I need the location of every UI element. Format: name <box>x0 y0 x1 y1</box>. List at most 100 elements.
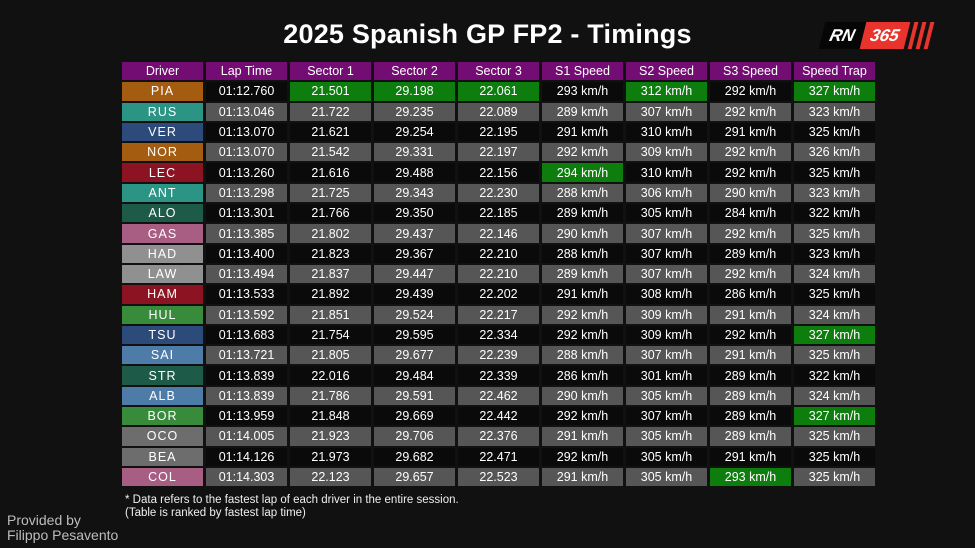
data-cell: 22.146 <box>458 224 539 243</box>
data-cell: 01:13.301 <box>206 204 287 223</box>
table-row: TSU 01:13.683 21.754 29.595 22.334 292 km/h 30… <box>122 325 875 345</box>
data-cell: 29.439 <box>374 285 455 304</box>
data-cell: 309 km/h <box>626 305 707 324</box>
data-cell: 01:13.260 <box>206 163 287 182</box>
data-cell: 22.376 <box>458 427 539 446</box>
data-cell: 21.501 <box>290 82 371 101</box>
data-cell: 305 km/h <box>626 467 707 487</box>
data-cell: 01:13.070 <box>206 122 287 142</box>
data-cell: 29.235 <box>374 102 455 121</box>
data-cell: 309 km/h <box>626 325 707 345</box>
data-cell: 22.339 <box>458 366 539 385</box>
table-row: ANT 01:13.298 21.725 29.343 22.230 288 km/h 30… <box>122 183 875 203</box>
data-cell: 325 km/h <box>794 224 875 243</box>
data-cell: 323 km/h <box>794 244 875 263</box>
table-row: PIA 01:12.760 21.501 29.198 22.061 293 km/h 31… <box>122 82 875 101</box>
driver-cell: HAD <box>122 244 203 263</box>
data-cell: 291 km/h <box>710 447 791 466</box>
data-cell: 292 km/h <box>542 305 623 324</box>
table-row: SAI 01:13.721 21.805 29.677 22.239 288 km/h 30… <box>122 346 875 365</box>
data-cell: 324 km/h <box>794 305 875 324</box>
data-cell: 22.195 <box>458 122 539 142</box>
data-cell: 22.462 <box>458 386 539 406</box>
data-cell: 292 km/h <box>542 325 623 345</box>
column-header: Lap Time <box>206 62 287 81</box>
data-cell: 29.669 <box>374 407 455 426</box>
table-row: ALB 01:13.839 21.786 29.591 22.462 290 km/h 30… <box>122 386 875 406</box>
data-cell: 292 km/h <box>710 143 791 162</box>
footnote-line-2: (Table is ranked by fastest lap time) <box>125 506 306 519</box>
data-cell: 22.156 <box>458 163 539 182</box>
data-cell: 01:13.683 <box>206 325 287 345</box>
data-cell: 01:13.298 <box>206 183 287 203</box>
data-cell: 29.591 <box>374 386 455 406</box>
data-cell: 29.367 <box>374 244 455 263</box>
data-cell: 22.061 <box>458 82 539 101</box>
data-cell: 29.484 <box>374 366 455 385</box>
data-cell: 291 km/h <box>542 467 623 487</box>
data-cell: 22.089 <box>458 102 539 121</box>
data-cell: 307 km/h <box>626 264 707 284</box>
data-cell: 01:14.005 <box>206 427 287 446</box>
driver-cell: PIA <box>122 82 203 101</box>
data-cell: 21.722 <box>290 102 371 121</box>
data-cell: 22.202 <box>458 285 539 304</box>
data-cell: 22.197 <box>458 143 539 162</box>
header-row: Driver Lap Time Sector 1 Sector 2 Sector 3 S1… <box>122 62 875 81</box>
data-cell: 289 km/h <box>710 244 791 263</box>
data-cell: 289 km/h <box>542 102 623 121</box>
data-cell: 01:13.494 <box>206 264 287 284</box>
data-cell: 21.766 <box>290 204 371 223</box>
column-header: S3 Speed <box>710 62 791 81</box>
table-row: LEC 01:13.260 21.616 29.488 22.156 294 km/h 31… <box>122 163 875 182</box>
credit-line-1: Provided by <box>7 512 81 528</box>
data-cell: 29.595 <box>374 325 455 345</box>
driver-cell: VER <box>122 122 203 142</box>
data-cell: 305 km/h <box>626 204 707 223</box>
rn365-logo: RN 365 <box>818 22 935 49</box>
data-cell: 22.239 <box>458 346 539 365</box>
data-cell: 291 km/h <box>542 122 623 142</box>
data-cell: 307 km/h <box>626 346 707 365</box>
data-cell: 01:13.592 <box>206 305 287 324</box>
data-cell: 22.217 <box>458 305 539 324</box>
rn365-logo-shape: RN 365 <box>818 22 935 49</box>
data-cell: 29.682 <box>374 447 455 466</box>
data-cell: 327 km/h <box>794 82 875 101</box>
data-cell: 291 km/h <box>710 305 791 324</box>
data-cell: 29.657 <box>374 467 455 487</box>
table-row: COL 01:14.303 22.123 29.657 22.523 291 km/h 30… <box>122 467 875 487</box>
data-cell: 22.471 <box>458 447 539 466</box>
data-cell: 325 km/h <box>794 467 875 487</box>
data-cell: 01:13.721 <box>206 346 287 365</box>
data-cell: 293 km/h <box>542 82 623 101</box>
data-cell: 327 km/h <box>794 325 875 345</box>
data-cell: 324 km/h <box>794 264 875 284</box>
data-cell: 21.823 <box>290 244 371 263</box>
data-cell: 291 km/h <box>542 285 623 304</box>
data-cell: 305 km/h <box>626 447 707 466</box>
data-cell: 291 km/h <box>710 346 791 365</box>
data-cell: 322 km/h <box>794 204 875 223</box>
data-cell: 01:13.959 <box>206 407 287 426</box>
data-cell: 305 km/h <box>626 386 707 406</box>
data-cell: 29.706 <box>374 427 455 446</box>
footnote: * Data refers to the fastest lap of each… <box>125 494 459 519</box>
data-cell: 29.254 <box>374 122 455 142</box>
data-cell: 291 km/h <box>710 122 791 142</box>
data-cell: 307 km/h <box>626 102 707 121</box>
table-row: STR 01:13.839 22.016 29.484 22.339 286 km/h 30… <box>122 366 875 385</box>
table-row: HAM 01:13.533 21.892 29.439 22.202 291 km/h 30… <box>122 285 875 304</box>
page-title: 2025 Spanish GP FP2 - Timings <box>283 19 692 49</box>
data-cell: 323 km/h <box>794 183 875 203</box>
data-cell: 22.210 <box>458 264 539 284</box>
data-cell: 310 km/h <box>626 163 707 182</box>
data-cell: 325 km/h <box>794 447 875 466</box>
data-cell: 294 km/h <box>542 163 623 182</box>
table-row: RUS 01:13.046 21.722 29.235 22.089 289 km/h 30… <box>122 102 875 121</box>
data-cell: 324 km/h <box>794 386 875 406</box>
driver-cell: HUL <box>122 305 203 324</box>
data-cell: 21.851 <box>290 305 371 324</box>
data-cell: 22.016 <box>290 366 371 385</box>
logo-365-text: 365 <box>859 22 911 49</box>
